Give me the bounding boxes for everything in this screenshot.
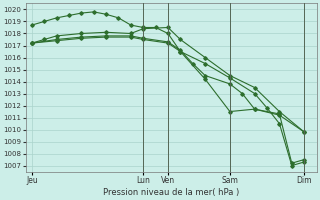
X-axis label: Pression niveau de la mer( hPa ): Pression niveau de la mer( hPa ) bbox=[103, 188, 239, 197]
